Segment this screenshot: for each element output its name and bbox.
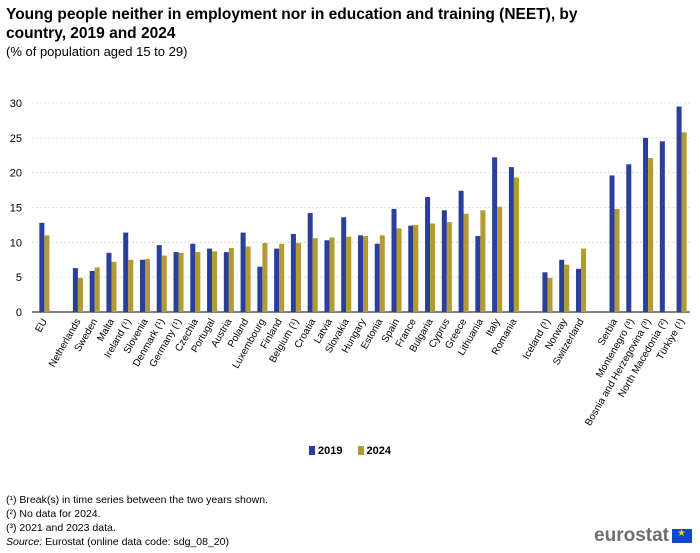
eu-flag-icon — [672, 528, 692, 543]
footnote-2: (²) No data for 2024. — [6, 508, 101, 520]
bar-2019-12 — [257, 266, 263, 312]
bar-2019-35 — [676, 106, 682, 312]
bar-2019-4 — [123, 232, 129, 312]
y-tick-label-0: 0 — [16, 307, 22, 319]
bar-2024-7 — [178, 252, 184, 312]
bar-2019-8 — [190, 243, 196, 312]
bar-2019-14 — [290, 233, 296, 312]
bar-2024-20 — [396, 228, 402, 312]
bar-2024-8 — [195, 252, 201, 312]
legend-swatch-2024 — [357, 446, 364, 455]
bar-2019-26 — [492, 157, 498, 312]
bar-2024-2 — [94, 267, 100, 312]
legend: 2019 2024 — [0, 445, 700, 457]
bar-2024-33 — [648, 158, 654, 312]
y-tick-label-15: 15 — [10, 203, 22, 215]
bar-2019-3 — [106, 252, 112, 312]
bar-2019-30 — [575, 268, 581, 312]
bar-2019-9 — [207, 248, 213, 312]
y-tick-label-5: 5 — [16, 272, 22, 284]
logo-text: eurostat — [594, 525, 669, 546]
bar-2019-2 — [89, 270, 95, 312]
bar-2019-21 — [408, 225, 414, 312]
source-line: Source: Eurostat (online data code: sdg_… — [6, 535, 268, 549]
bar-2019-15 — [307, 213, 313, 312]
eurostat-logo: eurostat — [594, 525, 692, 547]
bar-2019-31 — [609, 175, 615, 312]
bar-2024-15 — [312, 238, 318, 312]
y-tick-label-30: 30 — [10, 98, 22, 110]
source-text: Eurostat (online data code: sdg_08_20) — [42, 536, 229, 548]
bar-2019-10 — [223, 252, 229, 312]
bar-2019-13 — [274, 248, 280, 312]
bar-2024-25 — [480, 210, 486, 312]
bar-2024-14 — [295, 243, 301, 312]
bar-2019-28 — [542, 272, 548, 312]
bar-2019-18 — [357, 235, 363, 312]
bar-2019-1 — [72, 268, 78, 312]
bar-2019-6 — [156, 245, 162, 312]
legend-label-2019: 2019 — [317, 445, 343, 457]
bar-2019-7 — [173, 252, 179, 312]
bar-2024-28 — [547, 277, 553, 312]
bar-2024-9 — [212, 251, 218, 312]
footnote-1: (¹) Break(s) in time series between the … — [6, 494, 269, 506]
bar-2024-21 — [413, 224, 419, 312]
bar-2024-1 — [77, 277, 83, 312]
bar-2019-29 — [559, 259, 565, 312]
bar-2019-17 — [341, 217, 347, 312]
bar-2024-16 — [329, 237, 335, 312]
bar-2024-22 — [430, 223, 436, 312]
legend-item-2019: 2019 — [308, 445, 343, 457]
legend-label-2024: 2024 — [366, 445, 392, 457]
bar-2024-13 — [279, 243, 285, 312]
bar-2024-30 — [581, 248, 587, 312]
chart-title: Young people neither in employment nor i… — [6, 6, 578, 42]
bar-2019-23 — [441, 210, 447, 312]
y-tick-label-25: 25 — [10, 133, 22, 145]
bar-2024-35 — [681, 132, 687, 312]
legend-swatch-2019 — [308, 446, 315, 455]
bar-2019-33 — [643, 137, 649, 312]
bar-2024-24 — [463, 213, 469, 312]
bar-2019-25 — [475, 236, 481, 312]
bar-2024-5 — [145, 259, 151, 312]
bar-2019-19 — [374, 243, 380, 312]
bar-2019-20 — [391, 208, 397, 312]
bar-2024-29 — [564, 264, 570, 312]
y-tick-label-20: 20 — [10, 168, 22, 180]
bar-2024-31 — [614, 208, 620, 312]
bar-2019-11 — [240, 232, 246, 312]
bar-2019-24 — [458, 190, 464, 312]
footnotes: (¹) Break(s) in time series between the … — [6, 493, 268, 549]
bar-2024-18 — [363, 236, 369, 312]
footnote-3: (³) 2021 and 2023 data. — [6, 522, 116, 534]
y-tick-label-10: 10 — [10, 237, 22, 249]
bar-2019-27 — [508, 167, 514, 312]
legend-item-2024: 2024 — [357, 445, 392, 457]
bar-2024-11 — [245, 246, 251, 312]
bar-2019-16 — [324, 240, 330, 312]
bar-2019-32 — [626, 164, 632, 312]
bar-2024-19 — [379, 235, 385, 312]
bar-2024-4 — [128, 259, 134, 312]
bar-2024-10 — [228, 247, 234, 312]
bar-2024-6 — [161, 255, 167, 312]
bar-2024-27 — [513, 177, 519, 312]
bar-2024-17 — [346, 236, 352, 312]
bar-2024-3 — [111, 261, 117, 312]
bar-2019-34 — [659, 141, 665, 312]
bar-2019-5 — [139, 259, 145, 312]
chart-subtitle: (% of population aged 15 to 29) — [6, 44, 188, 59]
x-tick-label-0: EU — [34, 317, 50, 335]
bar-chart: 051015202530EUNetherlandsSwedenMaltaIrel… — [10, 98, 690, 428]
bar-2019-22 — [425, 197, 431, 312]
bar-2024-26 — [497, 206, 503, 312]
bar-2024-23 — [446, 222, 452, 312]
bar-2024-12 — [262, 243, 268, 312]
bar-2019-0 — [39, 222, 45, 312]
bar-2024-0 — [44, 235, 50, 312]
source-label: Source: — [6, 536, 43, 548]
